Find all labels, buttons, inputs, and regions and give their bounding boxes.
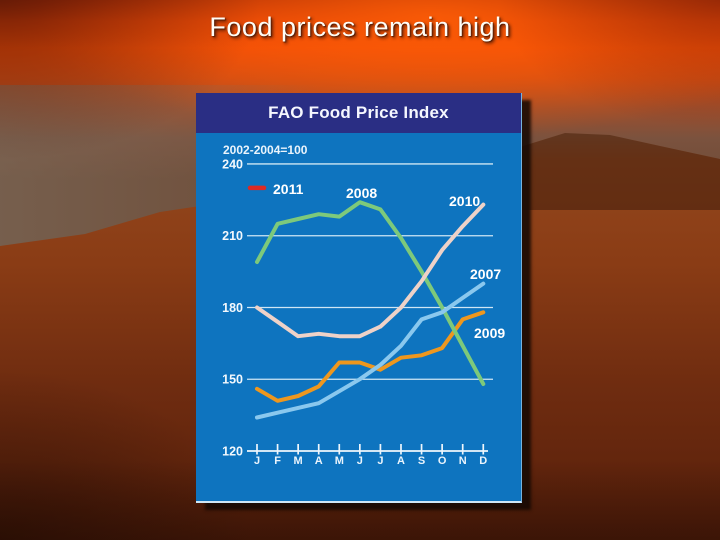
x-tick-label: J [377, 455, 383, 467]
x-tick-label: O [438, 455, 447, 467]
x-tick-label: D [479, 455, 487, 467]
series-2011-label: 2011 [273, 181, 304, 197]
x-tick-label: F [274, 455, 281, 467]
corner-shade-top-right [500, 0, 720, 130]
y-tick-label: 240 [222, 157, 243, 171]
chart-card-header: FAO Food Price Index [196, 93, 521, 133]
mountain-silhouette [468, 133, 720, 210]
chart-title: FAO Food Price Index [268, 103, 449, 122]
series-2008-line [255, 200, 486, 386]
x-tick-label: N [459, 455, 467, 467]
series-2010-label: 2010 [449, 193, 480, 209]
x-tick-label: S [418, 455, 425, 467]
y-tick-label: 210 [222, 229, 243, 243]
series-2009-label: 2009 [474, 325, 505, 341]
series-2010-line [255, 202, 486, 339]
y-tick-label: 180 [222, 301, 243, 315]
x-tick-label: M [294, 455, 303, 467]
slide-title: Food prices remain high [209, 12, 511, 42]
x-tick-label: J [254, 455, 260, 467]
x-tick-label: A [315, 455, 323, 467]
chart-card: FAO Food Price Index 2002-2004=100 240 210… [196, 93, 522, 503]
y-tick-label: 150 [222, 373, 243, 387]
x-tick-label: J [357, 455, 363, 467]
series-2007-label: 2007 [470, 266, 501, 282]
series-2009-line [255, 310, 486, 403]
series-2008-label: 2008 [346, 185, 377, 201]
series-2007-line [255, 281, 486, 420]
x-tick-label: M [335, 455, 344, 467]
y-tick-label: 120 [222, 445, 243, 459]
chart-subtitle: 2002-2004=100 [223, 143, 308, 157]
x-tick-label: A [397, 455, 405, 467]
